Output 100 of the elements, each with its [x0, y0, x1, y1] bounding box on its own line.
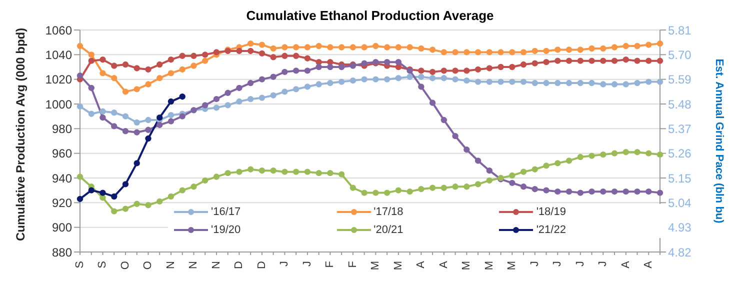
point [338, 78, 345, 85]
point [418, 186, 424, 192]
point [88, 110, 94, 117]
x-tick-label: N [188, 260, 200, 269]
point [202, 102, 208, 108]
point [646, 188, 652, 195]
point [156, 61, 163, 68]
point [395, 44, 402, 50]
point [134, 119, 140, 126]
point [395, 64, 402, 70]
x-tick-label: F [346, 260, 359, 268]
point [543, 80, 550, 86]
x-tick-label: S [74, 261, 86, 268]
point [258, 94, 266, 101]
point [577, 46, 584, 53]
point [111, 123, 118, 130]
point [247, 96, 254, 102]
point [509, 49, 516, 56]
legend-label: '20/21 [374, 224, 404, 236]
point [304, 44, 311, 50]
point [88, 187, 94, 194]
legend-label: '18/19 [536, 206, 566, 218]
point [474, 158, 482, 164]
point [486, 65, 493, 72]
point [76, 174, 84, 180]
y2-tick-label: 5.81 [668, 23, 692, 38]
point [588, 152, 595, 159]
point [202, 52, 208, 58]
y-tick-label: 960 [52, 146, 72, 161]
point [270, 54, 276, 60]
point [464, 77, 470, 84]
point [554, 80, 561, 86]
point [361, 60, 368, 66]
y2-tick-label: 5.26 [668, 146, 692, 161]
point [509, 78, 516, 85]
point [236, 98, 242, 105]
point [440, 116, 448, 124]
point [258, 42, 266, 48]
x-tick-label: D [233, 260, 246, 269]
point [440, 75, 448, 82]
point [179, 66, 186, 73]
y2-tick-label: 5.37 [668, 122, 692, 136]
point [634, 58, 640, 64]
point [327, 58, 334, 66]
point [486, 177, 493, 184]
point [168, 193, 174, 200]
point [190, 52, 197, 59]
point [452, 184, 458, 190]
point [566, 58, 572, 64]
point [406, 74, 413, 80]
point [100, 56, 106, 63]
point [600, 45, 606, 52]
x-tick-label: A [438, 260, 450, 268]
point [76, 103, 84, 110]
y2-tick-label: 4.93 [668, 220, 692, 235]
point [282, 68, 288, 76]
point [316, 64, 322, 70]
y2-tick-label: 4.82 [668, 245, 692, 260]
legend-label: '19/20 [211, 224, 241, 236]
x-tick-label: D [256, 260, 268, 269]
point [327, 64, 334, 70]
point [600, 81, 606, 88]
point [577, 190, 584, 196]
point [327, 80, 334, 86]
point [338, 64, 345, 70]
point [282, 44, 288, 50]
point [498, 49, 504, 56]
point [213, 104, 220, 111]
point [156, 122, 163, 128]
point [566, 158, 572, 164]
point [156, 198, 163, 205]
point [646, 42, 652, 48]
point [145, 116, 152, 124]
point [464, 68, 470, 74]
legend-label: '16/17 [211, 206, 241, 218]
point [577, 58, 584, 64]
y-tick-label: 980 [52, 122, 72, 136]
point [464, 184, 470, 190]
point [532, 48, 538, 54]
point [316, 81, 322, 88]
x-tick-label: J [597, 261, 610, 266]
point [224, 90, 231, 96]
point [76, 42, 84, 50]
point [202, 58, 208, 64]
point [384, 76, 390, 82]
point [656, 58, 664, 64]
point [656, 151, 664, 158]
point [554, 58, 561, 64]
x-tick-label: J [301, 261, 314, 266]
point [168, 56, 174, 63]
point [213, 49, 220, 56]
point [429, 75, 436, 82]
y-tick-label: 1020 [45, 72, 72, 87]
point [134, 86, 140, 92]
y2-tick-label: 5.48 [668, 97, 692, 112]
point [611, 150, 618, 156]
point [179, 52, 186, 59]
point [588, 45, 595, 52]
point [224, 102, 231, 108]
point [145, 81, 152, 88]
